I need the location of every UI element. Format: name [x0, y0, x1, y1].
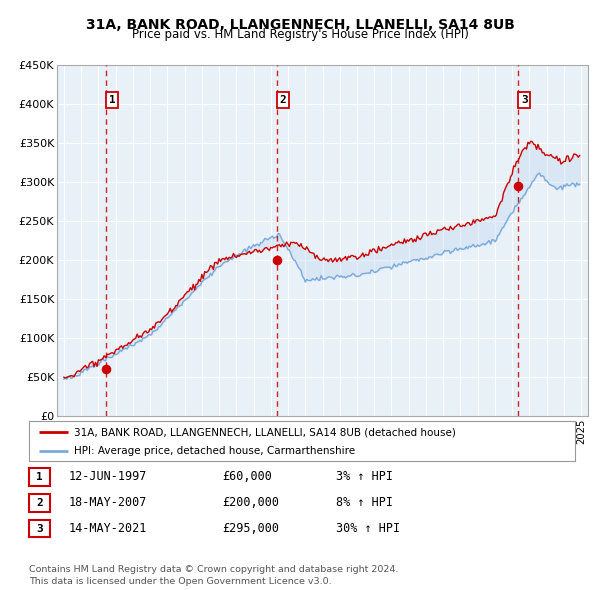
Text: 30% ↑ HPI: 30% ↑ HPI: [336, 522, 400, 535]
Text: 2: 2: [280, 95, 286, 105]
Text: Price paid vs. HM Land Registry's House Price Index (HPI): Price paid vs. HM Land Registry's House …: [131, 28, 469, 41]
Text: 3% ↑ HPI: 3% ↑ HPI: [336, 470, 393, 483]
Text: £200,000: £200,000: [222, 496, 279, 509]
Point: [514, 181, 523, 191]
Text: 1: 1: [109, 95, 115, 105]
Text: 3: 3: [36, 524, 43, 533]
Text: 8% ↑ HPI: 8% ↑ HPI: [336, 496, 393, 509]
Text: Contains HM Land Registry data © Crown copyright and database right 2024.
This d: Contains HM Land Registry data © Crown c…: [29, 565, 398, 586]
Text: 3: 3: [521, 95, 527, 105]
Text: 12-JUN-1997: 12-JUN-1997: [69, 470, 148, 483]
Point: [101, 365, 111, 374]
Text: 14-MAY-2021: 14-MAY-2021: [69, 522, 148, 535]
Point: [272, 255, 282, 265]
Text: 31A, BANK ROAD, LLANGENNECH, LLANELLI, SA14 8UB: 31A, BANK ROAD, LLANGENNECH, LLANELLI, S…: [86, 18, 514, 32]
Text: 31A, BANK ROAD, LLANGENNECH, LLANELLI, SA14 8UB (detached house): 31A, BANK ROAD, LLANGENNECH, LLANELLI, S…: [74, 427, 455, 437]
Text: HPI: Average price, detached house, Carmarthenshire: HPI: Average price, detached house, Carm…: [74, 447, 355, 456]
Text: £60,000: £60,000: [222, 470, 272, 483]
Text: 18-MAY-2007: 18-MAY-2007: [69, 496, 148, 509]
Text: 1: 1: [36, 472, 43, 481]
Text: £295,000: £295,000: [222, 522, 279, 535]
Text: 2: 2: [36, 498, 43, 507]
